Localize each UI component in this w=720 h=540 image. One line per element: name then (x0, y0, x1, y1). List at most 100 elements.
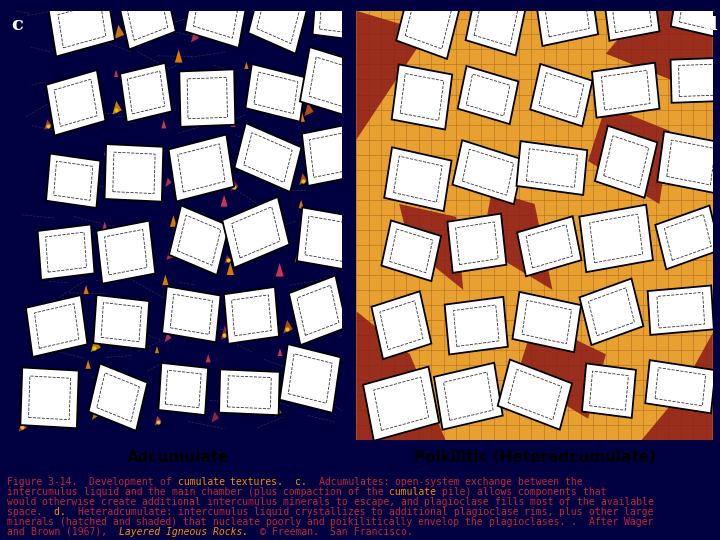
Text: liquid: liquid (84, 487, 125, 497)
Polygon shape (580, 205, 653, 272)
Text: and: and (7, 527, 31, 537)
Polygon shape (671, 0, 720, 39)
Text: Adcumulate: Adcumulate (127, 450, 230, 465)
Polygon shape (279, 344, 341, 413)
Text: cumulate: cumulate (389, 487, 442, 497)
Text: intercumulus: intercumulus (207, 497, 284, 507)
Text: would: would (7, 497, 42, 507)
Polygon shape (655, 206, 720, 269)
Text: between: between (518, 477, 565, 487)
Text: c.: c. (295, 477, 312, 487)
Text: intercumulus: intercumulus (178, 507, 254, 517)
Text: Rocks.: Rocks. (213, 527, 254, 537)
Text: other: other (589, 507, 624, 517)
Text: After: After (589, 517, 624, 527)
Text: (1967),: (1967), (66, 527, 113, 537)
Polygon shape (513, 292, 581, 352)
Text: Development: Development (89, 477, 160, 487)
Polygon shape (481, 191, 552, 290)
Text: main: main (171, 487, 201, 497)
Polygon shape (356, 311, 446, 440)
Polygon shape (248, 98, 254, 107)
Text: San: San (330, 527, 354, 537)
Text: components: components (518, 487, 583, 497)
Text: ©: © (260, 527, 271, 537)
Polygon shape (114, 25, 125, 39)
Polygon shape (588, 105, 670, 204)
Polygon shape (227, 262, 234, 275)
Text: (plus: (plus (248, 487, 284, 497)
Text: that: that (184, 517, 213, 527)
Polygon shape (20, 368, 78, 428)
Polygon shape (96, 221, 156, 284)
Polygon shape (49, 0, 115, 57)
Polygon shape (50, 191, 58, 202)
Polygon shape (107, 180, 114, 191)
Polygon shape (299, 200, 304, 208)
Polygon shape (289, 275, 347, 345)
Polygon shape (592, 63, 660, 118)
Text: minerals: minerals (284, 497, 336, 507)
Text: most: most (530, 497, 559, 507)
Polygon shape (603, 0, 660, 40)
Text: of: of (348, 487, 366, 497)
Text: otherwise: otherwise (42, 497, 102, 507)
Text: 3-14.: 3-14. (48, 477, 84, 487)
Polygon shape (392, 64, 452, 130)
Polygon shape (318, 22, 327, 35)
Polygon shape (516, 141, 588, 195)
Text: poorly: poorly (266, 517, 307, 527)
Text: plagioclases.: plagioclases. (489, 517, 571, 527)
Polygon shape (212, 411, 219, 423)
Polygon shape (102, 221, 107, 230)
Text: shaded): shaded) (137, 517, 184, 527)
Text: that: that (583, 487, 612, 497)
Text: the: the (465, 517, 489, 527)
Polygon shape (363, 367, 439, 441)
Polygon shape (166, 246, 176, 260)
Text: exchange: exchange (465, 477, 518, 487)
Polygon shape (92, 410, 99, 420)
Polygon shape (434, 363, 503, 430)
Polygon shape (517, 217, 582, 276)
Text: and: and (113, 517, 137, 527)
Text: (hatched: (hatched (60, 517, 113, 527)
Text: poikilitically: poikilitically (330, 517, 418, 527)
Polygon shape (104, 144, 163, 201)
Text: intercumulus: intercumulus (7, 487, 84, 497)
Polygon shape (372, 291, 431, 359)
Polygon shape (235, 123, 302, 192)
Polygon shape (191, 31, 199, 42)
Polygon shape (169, 205, 229, 275)
Polygon shape (278, 348, 282, 356)
Polygon shape (184, 0, 248, 48)
Text: textures.: textures. (230, 477, 289, 487)
Text: d: d (703, 16, 716, 34)
Polygon shape (248, 0, 309, 54)
Polygon shape (170, 215, 177, 227)
Polygon shape (595, 126, 657, 198)
Text: space.: space. (7, 507, 48, 517)
Text: nucleate: nucleate (213, 517, 266, 527)
Polygon shape (89, 363, 148, 431)
Text: envelop: envelop (418, 517, 465, 527)
Text: the: the (577, 497, 600, 507)
Polygon shape (86, 360, 91, 369)
Polygon shape (246, 64, 307, 122)
Polygon shape (466, 0, 526, 55)
Polygon shape (382, 220, 441, 281)
Text: c: c (11, 16, 22, 34)
Polygon shape (225, 255, 231, 264)
Polygon shape (657, 131, 720, 194)
Text: additional: additional (143, 497, 207, 507)
Text: Wager: Wager (624, 517, 660, 527)
Polygon shape (276, 263, 284, 276)
Text: plus: plus (559, 507, 589, 517)
Text: the: the (366, 487, 389, 497)
Text: and: and (307, 517, 330, 527)
Text: large: large (624, 507, 660, 517)
Polygon shape (312, 0, 362, 40)
Text: d.: d. (54, 507, 72, 517)
Polygon shape (645, 360, 716, 413)
Polygon shape (231, 118, 236, 127)
